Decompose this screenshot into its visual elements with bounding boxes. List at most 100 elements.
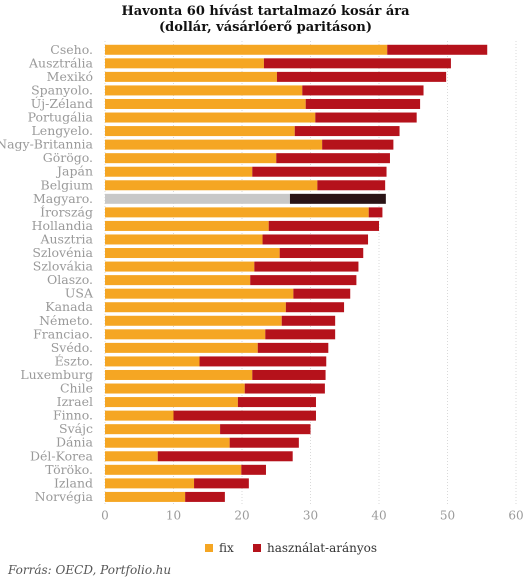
category-label: Lengyelo. — [32, 123, 94, 138]
bar-usage — [252, 166, 387, 177]
x-tick-label: 0 — [101, 509, 109, 523]
bar-usage — [199, 356, 327, 367]
x-tick-label: 60 — [508, 509, 523, 523]
bar-usage — [252, 369, 326, 380]
bar-fix — [105, 166, 253, 177]
legend-item-fix: fix — [205, 541, 234, 555]
category-label: Cseho. — [50, 42, 93, 57]
legend-label-fix: fix — [219, 541, 234, 555]
legend-label-usage: használat-arányos — [267, 541, 378, 555]
bar-fix — [105, 410, 174, 421]
bar-fix — [105, 85, 303, 96]
bar-usage — [322, 139, 394, 150]
bar-fix — [105, 491, 186, 502]
category-label: Töröko. — [45, 462, 93, 477]
bar-usage — [185, 491, 225, 502]
category-label: Ausztrália — [28, 55, 94, 70]
bar-usage — [250, 275, 357, 286]
category-label: Németo. — [39, 313, 93, 328]
bar-fix — [105, 153, 277, 164]
category-label: Szlovénia — [32, 245, 93, 260]
category-label: Magyaro. — [33, 191, 93, 206]
x-tick-label: 40 — [371, 509, 386, 523]
x-tick-label: 20 — [234, 509, 249, 523]
category-label: Svédo. — [51, 340, 93, 355]
category-label: Hollandia — [32, 218, 94, 233]
bar-fix — [105, 58, 264, 69]
category-label: Ausztria — [39, 231, 93, 246]
bar-usage — [244, 383, 325, 394]
category-label: Kanada — [45, 299, 93, 314]
bar-usage — [279, 248, 364, 259]
bar-usage — [157, 451, 293, 462]
bar-usage — [263, 58, 451, 69]
chart-subtitle: (dollár, vásárlóerő paritáson) — [159, 20, 372, 35]
category-label: Nagy-Britannia — [0, 137, 94, 152]
bar-fix — [105, 234, 263, 245]
category-label: Portugália — [28, 110, 94, 125]
bar-fix — [105, 356, 200, 367]
bar-fix — [105, 207, 369, 218]
bar-usage — [237, 397, 316, 408]
bar-fix — [105, 112, 316, 123]
bar-usage — [289, 193, 386, 204]
bar-usage — [229, 437, 299, 448]
bar-usage — [276, 153, 390, 164]
bar-fix — [105, 261, 255, 272]
bar-usage — [276, 71, 447, 82]
bar-fix — [105, 397, 238, 408]
bar-fix — [105, 383, 245, 394]
category-label: Luxemburg — [20, 367, 93, 382]
category-label: Izland — [54, 475, 93, 490]
bar-fix — [105, 44, 388, 55]
bar-fix — [105, 220, 269, 231]
bar-usage — [305, 98, 421, 109]
bar-fix — [105, 437, 230, 448]
bar-usage — [268, 220, 379, 231]
bar-usage — [241, 464, 266, 475]
category-label: Új-Zéland — [31, 95, 93, 111]
x-tick-label: 50 — [440, 509, 455, 523]
bar-usage — [173, 410, 316, 421]
legend-swatch-usage — [253, 544, 261, 552]
bar-usage — [194, 478, 249, 489]
bar-fix — [105, 248, 280, 259]
bar-usage — [262, 234, 369, 245]
category-label: Norvégia — [35, 489, 94, 504]
category-label: Franciao. — [33, 326, 93, 341]
bar-fix — [105, 71, 277, 82]
category-label: Belgium — [41, 177, 94, 192]
category-label: Japán — [55, 164, 93, 179]
category-label: Finno. — [53, 408, 93, 423]
bar-fix — [105, 139, 323, 150]
bar-fix — [105, 126, 295, 137]
source-note: Forrás: OECD, Portfolio.hu — [8, 563, 172, 577]
bar-fix — [105, 302, 286, 313]
bar-usage — [220, 424, 311, 435]
category-label: Dél-Korea — [30, 448, 94, 463]
category-label: Olaszo. — [47, 272, 93, 287]
bar-fix — [105, 180, 318, 191]
bar-usage — [254, 261, 359, 272]
bar-fix — [105, 315, 282, 326]
bar-usage — [315, 112, 417, 123]
bar-fix — [105, 451, 158, 462]
bar-usage — [257, 342, 329, 353]
category-label: Spanyolo. — [31, 82, 93, 97]
category-label: Dánia — [56, 435, 94, 450]
x-tick-label: 10 — [166, 509, 181, 523]
bar-fix — [105, 98, 306, 109]
bar-usage — [294, 126, 400, 137]
category-label: Izrael — [57, 394, 93, 409]
bar-usage — [281, 315, 336, 326]
bar-usage — [387, 44, 488, 55]
bar-fix — [105, 424, 221, 435]
bar-fix — [105, 329, 266, 340]
x-tick-label: 30 — [303, 509, 318, 523]
bar-fix — [105, 288, 294, 299]
bar-usage — [317, 180, 386, 191]
bar-usage — [293, 288, 351, 299]
legend-item-usage: használat-arányos — [253, 541, 377, 555]
chart-title: Havonta 60 hívást tartalmazó kosár ára — [121, 4, 410, 19]
